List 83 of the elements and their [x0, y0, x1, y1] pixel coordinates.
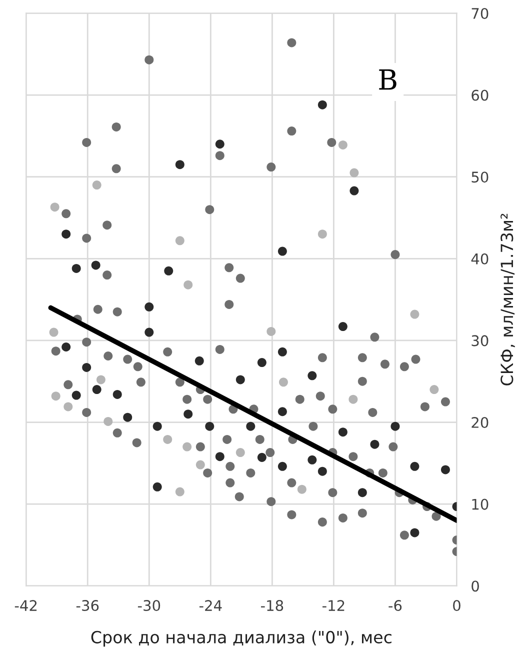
point	[196, 460, 205, 470]
y-tick-label: 30	[472, 335, 488, 346]
y-axis-title: СКФ, мл/мин/1.73м²	[500, 214, 515, 386]
point	[152, 422, 162, 431]
point	[49, 328, 58, 337]
point	[338, 322, 348, 332]
y-tick-label: 10	[472, 498, 488, 510]
point	[144, 328, 154, 337]
point	[266, 326, 276, 336]
x-tick-label: -36	[76, 600, 99, 612]
point	[215, 452, 224, 462]
point	[184, 280, 193, 290]
point	[205, 422, 214, 431]
point	[430, 385, 439, 394]
point	[64, 402, 73, 412]
point	[62, 342, 71, 352]
point	[104, 416, 113, 426]
point	[112, 390, 122, 399]
point	[308, 455, 317, 464]
point	[72, 390, 81, 400]
x-tick-label: -18	[260, 600, 284, 612]
point	[350, 168, 359, 178]
point	[440, 465, 450, 474]
point	[348, 394, 358, 404]
point	[338, 140, 348, 150]
point	[175, 487, 184, 496]
annotation: B	[379, 69, 396, 90]
point	[246, 422, 256, 431]
point	[350, 186, 359, 196]
x-tick-label: -42	[14, 600, 37, 611]
point	[92, 180, 102, 190]
point	[278, 347, 287, 356]
point	[194, 356, 204, 366]
point	[358, 488, 367, 498]
point	[338, 428, 348, 437]
point	[144, 302, 154, 312]
point	[297, 484, 306, 494]
y-tick-label: 0	[472, 580, 479, 592]
point	[410, 528, 420, 538]
point	[236, 375, 245, 384]
point	[278, 407, 287, 416]
point	[278, 246, 287, 256]
point	[308, 371, 317, 380]
point	[91, 260, 100, 270]
x-axis-title: Срок до начала диализа ("0"), мес	[91, 630, 392, 647]
y-tick-label: 40	[471, 253, 488, 264]
point	[62, 230, 71, 239]
point	[278, 378, 288, 387]
point	[184, 410, 193, 419]
y-tick-label: 20	[472, 416, 488, 428]
point	[318, 466, 327, 476]
x-tick-label: -30	[138, 600, 160, 612]
point	[123, 412, 132, 422]
point	[72, 264, 81, 273]
point	[96, 375, 106, 384]
x-tick-label: -24	[199, 600, 222, 611]
point	[410, 310, 420, 319]
y-tick-label: 70	[472, 8, 488, 19]
x-tick-label: -6	[388, 600, 402, 612]
point	[257, 358, 266, 368]
point	[92, 385, 102, 394]
point	[50, 202, 60, 212]
point	[318, 100, 327, 110]
point	[82, 362, 92, 372]
point	[51, 392, 60, 401]
point	[164, 266, 174, 276]
point	[182, 442, 192, 452]
point	[410, 462, 420, 471]
point	[236, 448, 245, 458]
y-tick-label: 50	[472, 172, 488, 183]
point	[370, 440, 380, 449]
point	[175, 236, 184, 246]
point	[163, 434, 172, 444]
point	[318, 230, 327, 239]
point	[390, 422, 400, 431]
x-tick-label: 0	[453, 600, 460, 612]
point	[152, 482, 162, 492]
x-tick-label: -12	[322, 600, 344, 611]
point	[278, 462, 287, 471]
point	[215, 140, 224, 149]
point	[257, 452, 266, 462]
y-tick-label: 60	[472, 90, 488, 101]
point	[175, 160, 184, 170]
